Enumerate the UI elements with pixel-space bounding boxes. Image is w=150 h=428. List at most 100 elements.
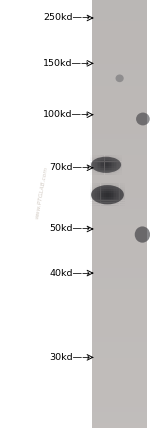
Bar bbox=[108, 160, 109, 161]
Bar bbox=[100, 168, 101, 169]
Bar bbox=[116, 158, 117, 160]
Bar bbox=[120, 197, 121, 199]
Bar bbox=[92, 417, 147, 423]
Bar bbox=[92, 284, 147, 289]
Bar bbox=[121, 195, 123, 196]
Bar bbox=[100, 162, 101, 163]
Bar bbox=[121, 202, 123, 205]
Bar bbox=[114, 205, 116, 206]
Bar bbox=[92, 166, 93, 168]
Bar bbox=[114, 171, 116, 173]
Bar bbox=[120, 166, 122, 168]
Bar bbox=[95, 199, 97, 200]
Bar bbox=[109, 202, 111, 205]
Bar bbox=[116, 201, 118, 202]
Bar bbox=[120, 189, 121, 191]
Bar bbox=[92, 348, 147, 353]
Bar bbox=[99, 202, 101, 205]
Bar bbox=[100, 187, 102, 189]
Bar bbox=[92, 150, 147, 155]
Bar bbox=[114, 199, 116, 200]
Bar bbox=[100, 155, 101, 157]
Bar bbox=[95, 155, 96, 157]
Bar bbox=[94, 195, 95, 196]
Bar bbox=[111, 160, 112, 161]
Bar bbox=[114, 197, 116, 199]
Bar bbox=[116, 173, 117, 175]
Bar bbox=[111, 191, 113, 193]
Bar bbox=[108, 191, 109, 193]
Bar bbox=[100, 202, 102, 205]
Bar bbox=[102, 202, 104, 205]
Bar bbox=[108, 185, 109, 187]
Bar bbox=[97, 185, 99, 187]
Text: 100kd—→: 100kd—→ bbox=[43, 110, 90, 119]
Bar bbox=[92, 91, 147, 96]
Bar bbox=[95, 183, 97, 185]
Bar bbox=[120, 168, 122, 169]
Bar bbox=[123, 197, 125, 199]
Bar bbox=[117, 165, 119, 166]
Bar bbox=[100, 195, 102, 196]
Bar bbox=[92, 0, 147, 5]
Bar bbox=[119, 162, 120, 163]
Bar bbox=[92, 310, 147, 316]
Bar bbox=[111, 205, 113, 206]
Bar bbox=[112, 162, 114, 163]
Bar bbox=[113, 202, 114, 205]
Bar bbox=[92, 189, 94, 191]
Bar bbox=[116, 193, 118, 195]
Bar bbox=[106, 157, 108, 158]
Bar bbox=[92, 385, 147, 390]
Bar bbox=[109, 168, 111, 169]
Bar bbox=[118, 202, 120, 205]
Bar bbox=[92, 43, 147, 48]
Bar bbox=[109, 163, 111, 165]
Bar bbox=[123, 205, 125, 206]
Bar bbox=[103, 157, 104, 158]
Bar bbox=[97, 191, 99, 193]
Bar bbox=[103, 162, 104, 163]
Bar bbox=[98, 166, 100, 168]
Bar bbox=[108, 168, 109, 169]
Bar bbox=[97, 193, 99, 195]
Bar bbox=[92, 225, 147, 230]
Bar bbox=[109, 193, 111, 195]
Bar bbox=[102, 195, 104, 196]
Bar bbox=[113, 189, 114, 191]
Bar bbox=[92, 183, 94, 185]
Bar bbox=[92, 193, 147, 198]
Bar bbox=[94, 193, 95, 195]
Bar bbox=[102, 199, 104, 200]
Bar bbox=[105, 158, 106, 160]
Bar bbox=[116, 199, 118, 200]
Bar bbox=[102, 193, 104, 195]
Bar bbox=[121, 187, 123, 189]
Bar bbox=[106, 162, 108, 163]
Bar bbox=[92, 171, 93, 173]
Bar bbox=[99, 193, 101, 195]
Bar bbox=[111, 158, 112, 160]
Bar bbox=[105, 170, 106, 171]
Bar bbox=[106, 158, 108, 160]
Bar bbox=[112, 165, 114, 166]
Bar bbox=[108, 173, 109, 175]
Bar bbox=[118, 195, 120, 196]
Bar bbox=[119, 173, 120, 175]
Bar bbox=[92, 118, 147, 123]
Bar bbox=[95, 205, 97, 206]
Bar bbox=[108, 170, 109, 171]
Bar bbox=[104, 195, 106, 196]
Bar bbox=[92, 197, 94, 199]
Bar bbox=[116, 187, 118, 189]
Bar bbox=[116, 166, 117, 168]
Bar bbox=[92, 241, 147, 246]
Bar bbox=[101, 155, 103, 157]
Bar bbox=[121, 183, 123, 185]
Text: www.PTGLAB.com: www.PTGLAB.com bbox=[35, 166, 49, 219]
Bar bbox=[92, 262, 147, 268]
Bar bbox=[120, 163, 122, 165]
Bar bbox=[92, 220, 147, 225]
Bar bbox=[105, 166, 106, 168]
Bar bbox=[119, 171, 120, 173]
